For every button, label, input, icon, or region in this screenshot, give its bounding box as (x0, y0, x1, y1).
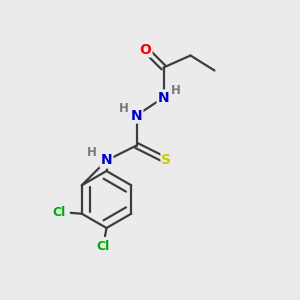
Text: N: N (101, 154, 112, 167)
Text: H: H (87, 146, 96, 160)
Text: O: O (140, 43, 152, 56)
Text: N: N (131, 109, 142, 122)
Text: S: S (161, 154, 172, 167)
Text: H: H (171, 84, 181, 98)
Text: Cl: Cl (53, 206, 66, 219)
Text: Cl: Cl (97, 240, 110, 253)
Text: H: H (119, 102, 129, 116)
Text: N: N (158, 91, 169, 104)
